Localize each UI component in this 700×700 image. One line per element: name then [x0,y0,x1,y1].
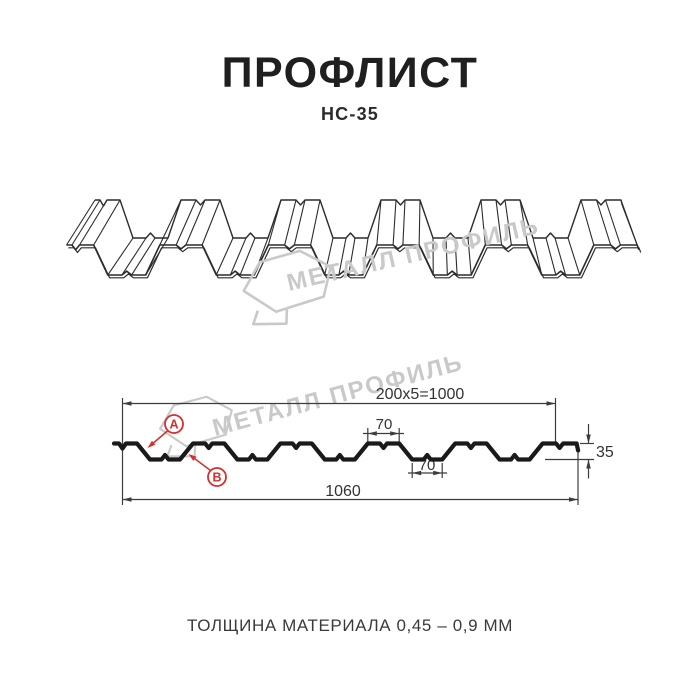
dimension-label-profile-height: 35 [596,444,614,461]
marker-arrows [147,429,211,472]
dimension-label-overall-width: 1060 [325,483,361,500]
marker-a-letter: A [169,418,178,432]
sheet-3d-drawing [66,199,642,279]
marker-b-letter: B [212,471,221,485]
material-thickness-note: ТОЛЩИНА МАТЕРИАЛА 0,45 – 0,9 ММ [187,616,513,635]
marker-b-circle [207,467,227,487]
cross-section-profile [111,441,581,462]
marker-a-circle [164,414,184,434]
dimension-label-rib-top-width: 70 [376,416,393,433]
profile-model-subtitle: НС-35 [320,104,379,124]
dimension-label-module-width: 200x5=1000 [376,386,465,403]
face-markers: A B [147,414,227,487]
header: ПРОФЛИСТ НС-35 [0,52,700,125]
page-title: ПРОФЛИСТ [221,49,479,97]
dimension-lines [121,398,594,505]
